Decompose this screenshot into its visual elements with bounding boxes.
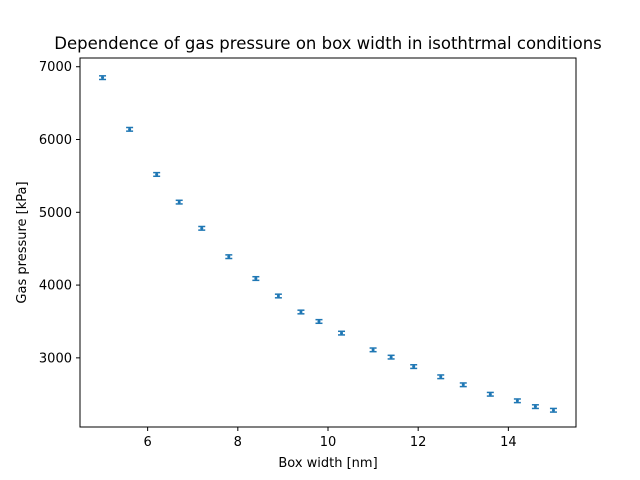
y-tick-label: 7000 [39,60,72,75]
point-marker [177,200,181,204]
point-marker [371,348,375,352]
plot-area-frame [79,57,577,428]
data-point [410,364,418,370]
data-point [225,254,233,260]
data-point [315,318,323,325]
point-marker [461,383,465,387]
point-marker [254,277,258,281]
data-point [126,126,134,132]
data-point [297,309,305,315]
data-point [153,171,161,178]
point-marker [340,331,344,335]
point-marker [551,408,555,412]
data-point [175,199,183,205]
y-tick-label: 3000 [39,351,72,366]
data-point [338,330,346,336]
data-point [437,374,445,380]
x-tick-label: 12 [410,435,427,450]
data-point [513,398,521,404]
data-point [549,407,557,413]
chart-title: Dependence of gas pressure on box width … [54,34,602,53]
point-marker [101,76,105,80]
x-tick-label: 6 [143,435,151,450]
data-point [486,391,494,397]
point-marker [200,226,204,230]
y-tick-label: 5000 [39,206,72,221]
y-tick-label: 6000 [39,133,72,148]
data-point [252,275,260,282]
point-marker [389,355,393,359]
y-axis-label: Gas pressure [kPa] [15,181,30,303]
point-marker [515,399,519,403]
y-tick-label: 4000 [39,279,72,294]
x-axis-label: Box width [nm] [278,456,377,471]
data-point [531,404,539,410]
data-point [369,347,377,353]
x-tick-label: 10 [320,435,337,450]
point-marker [533,405,537,409]
point-marker [227,255,231,259]
point-marker [488,392,492,396]
data-point [387,354,395,360]
data-point [198,225,206,231]
y-axis-ticks: 3000 4000 5000 6000 7000 [39,60,80,366]
point-marker [299,310,303,314]
x-axis-ticks: 6 8 10 12 14 [143,427,517,450]
data-point [274,293,282,299]
point-marker [155,172,159,176]
point-marker [317,319,321,323]
data-point [99,75,107,81]
point-marker [439,375,443,379]
point-marker [276,294,280,298]
x-tick-label: 8 [234,435,242,450]
data-points [99,75,557,413]
x-tick-label: 14 [500,435,517,450]
point-marker [128,127,132,131]
data-point [459,382,467,388]
point-marker [412,365,416,369]
